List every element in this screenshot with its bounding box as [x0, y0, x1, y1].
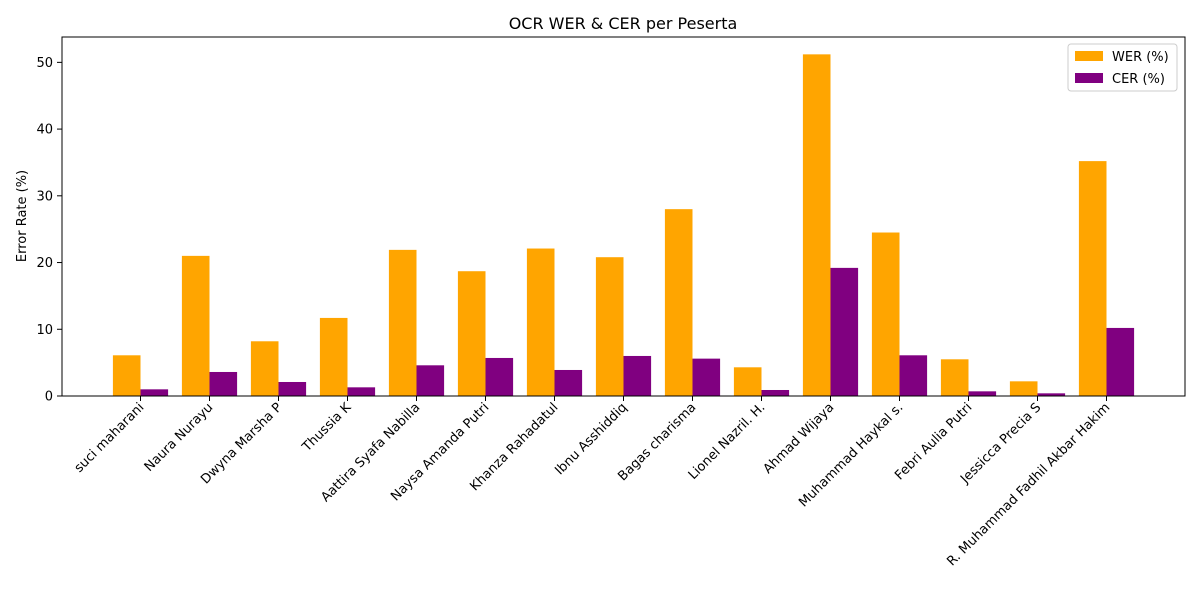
cer-bar: [347, 387, 376, 396]
wer-bar: [526, 248, 555, 396]
y-axis-label: Error Rate (%): [15, 170, 30, 262]
y-tick-label: 10: [36, 323, 53, 338]
wer-bar: [802, 54, 831, 397]
x-tick-label: Ahmad Wijaya: [761, 400, 838, 477]
y-tick-label: 30: [36, 189, 53, 204]
legend-swatch: [1075, 73, 1103, 83]
cer-bar: [899, 355, 928, 396]
legend-swatch: [1075, 51, 1103, 61]
cer-bar: [1106, 327, 1135, 396]
x-tick-label: Thussia K: [299, 400, 355, 456]
wer-bar: [112, 355, 141, 396]
plot-frame: [61, 36, 1186, 397]
y-tick-label: 50: [36, 56, 53, 71]
wer-bar: [388, 249, 417, 396]
wer-bar: [1078, 161, 1107, 396]
wer-bar: [940, 359, 969, 396]
cer-bar: [830, 267, 859, 396]
cer-bar: [623, 355, 652, 396]
cer-bar: [278, 381, 307, 396]
cer-bar: [761, 389, 790, 396]
legend-label: CER (%): [1112, 72, 1165, 87]
cer-bar: [692, 358, 721, 396]
cer-bar: [485, 357, 514, 396]
cer-bar: [416, 365, 445, 396]
wer-bar: [871, 232, 900, 396]
x-tick-label: suci maharani: [72, 400, 148, 476]
cer-bar: [140, 389, 169, 396]
cer-bar: [968, 391, 997, 396]
y-tick-label: 40: [36, 123, 53, 138]
wer-bar: [250, 341, 279, 396]
cer-bar: [209, 371, 238, 396]
wer-bar: [733, 367, 762, 396]
wer-bar: [664, 209, 693, 396]
wer-bar: [181, 255, 210, 396]
x-tick-label: Lionel Nazril. H.: [686, 400, 769, 483]
legend-label: WER (%): [1112, 50, 1169, 65]
wer-bar: [1009, 381, 1038, 396]
chart-title: OCR WER & CER per Peserta: [509, 14, 738, 33]
y-tick-label: 20: [36, 256, 53, 271]
x-tick-label: Naura Nurayu: [142, 400, 217, 475]
wer-bar: [319, 317, 348, 396]
wer-bar: [457, 271, 486, 396]
cer-bar: [554, 369, 583, 396]
x-tick-label: Ibnu Asshiddiq: [552, 400, 630, 478]
legend: WER (%) CER (%): [1067, 43, 1178, 92]
cer-bar: [1037, 393, 1066, 396]
wer-bar: [595, 257, 624, 396]
y-tick-label: 0: [45, 390, 53, 405]
